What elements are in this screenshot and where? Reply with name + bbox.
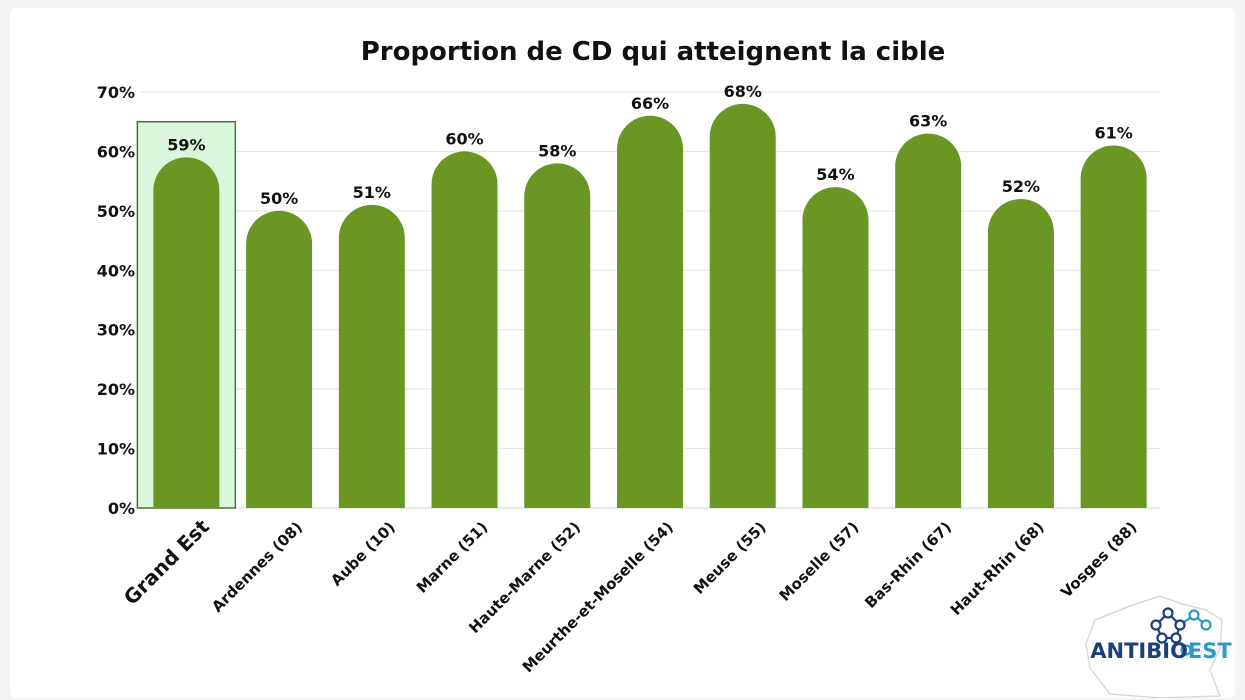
x-tick-label: Vosges (88) [1057, 518, 1140, 601]
y-tick-label: 40% [97, 261, 135, 280]
bar [431, 151, 498, 508]
x-tick-label: Marne (51) [413, 518, 492, 597]
data-label: 52% [1002, 177, 1040, 196]
data-labels: 59% 50% 51% 60% 58% 66% 68% 54% 63% 52% 61% [167, 82, 1133, 208]
bars [153, 103, 1147, 509]
france-map-outline [1085, 595, 1223, 698]
x-tick-label: Ardennes (08) [208, 518, 306, 616]
data-label: 63% [909, 112, 947, 131]
y-axis-ticks: 0% 10% 20% 30% 40% 50% 60% 70% [97, 83, 135, 518]
y-tick-label: 70% [97, 83, 135, 102]
bar [987, 199, 1054, 508]
x-tick-label: Moselle (57) [776, 518, 863, 605]
x-tick-label: Meurthe-et-Moselle (54) [519, 518, 677, 676]
data-label: 68% [724, 82, 762, 101]
y-tick-label: 30% [97, 321, 135, 340]
bar [338, 204, 405, 508]
y-tick-label: 60% [97, 142, 135, 161]
data-label: 54% [816, 165, 854, 184]
bar [802, 187, 869, 509]
data-label: 51% [353, 183, 391, 202]
molecule-icon [1150, 607, 1212, 656]
logo-text-accent: EST [1188, 639, 1232, 663]
logo-text-main: ANTIBIO [1090, 639, 1188, 663]
bar [246, 210, 313, 508]
y-tick-label: 0% [108, 499, 135, 518]
data-label: 58% [538, 141, 576, 160]
x-tick-label: Bas-Rhin (67) [861, 518, 955, 612]
x-tick-label: Meuse (55) [690, 518, 770, 598]
data-label: 66% [631, 94, 669, 113]
data-label: 60% [445, 129, 483, 148]
y-tick-label: 50% [97, 202, 135, 221]
antibioest-logo: ANTIBIOEST [1085, 595, 1232, 698]
bar [895, 133, 962, 508]
chart-card: Proportion de CD qui atteignent la cible… [10, 8, 1235, 698]
y-tick-label: 10% [97, 440, 135, 459]
data-label: 61% [1094, 123, 1132, 142]
chart-title: Proportion de CD qui atteignent la cible [361, 37, 946, 67]
bar [524, 163, 591, 508]
bar-chart: Proportion de CD qui atteignent la cible… [97, 37, 1232, 698]
bar [709, 103, 776, 508]
bar [153, 157, 220, 508]
x-tick-label: Grand Est [119, 514, 214, 609]
bar [1080, 145, 1147, 508]
x-tick-label: Aube (10) [327, 518, 398, 589]
x-tick-label: Haut-Rhin (68) [947, 518, 1048, 619]
y-tick-label: 20% [97, 380, 135, 399]
data-label: 59% [167, 135, 205, 154]
data-label: 50% [260, 189, 298, 208]
logo-wordmark: ANTIBIOEST [1090, 639, 1232, 663]
bar [617, 115, 683, 509]
